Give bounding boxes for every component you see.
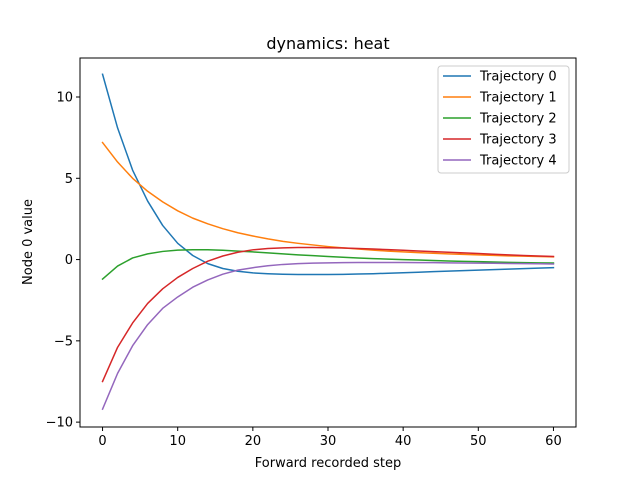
tick-layer: 0 10 20 30 40 50 60 −10 −5 0 5 10 [46,91,562,449]
x-tick-label: 30 [320,434,337,449]
series-line-trajectory-3 [101,246,555,383]
y-tick-label: 10 [56,91,73,106]
series-line-trajectory-2 [101,249,555,281]
y-tick-label: 5 [65,172,73,187]
y-tick-label: −5 [54,334,73,349]
legend-label-trajectory-3: Trajectory 3 [479,133,557,148]
series-layer [101,73,555,411]
y-axis-label: Node 0 value [21,199,36,285]
chart-title: dynamics: heat [266,34,389,53]
x-tick-label: 10 [169,434,186,449]
x-tick-label: 60 [545,434,562,449]
series-line-trajectory-1 [101,141,555,258]
legend-label-trajectory-0: Trajectory 0 [479,70,557,85]
legend-label-trajectory-4: Trajectory 4 [479,154,557,169]
x-tick-label: 0 [98,434,106,449]
x-tick-label: 50 [470,434,487,449]
y-tick-label: 0 [65,253,73,268]
legend-box [437,65,570,174]
legend: Trajectory 0 Trajectory 1 Trajectory 2 Traj… [437,65,570,174]
x-tick-label: 20 [245,434,262,449]
series-line-trajectory-4 [101,261,555,411]
x-axis-label: Forward recorded step [255,456,401,471]
y-tick-label: −10 [46,416,73,431]
legend-label-trajectory-2: Trajectory 2 [479,112,557,127]
legend-label-trajectory-1: Trajectory 1 [479,91,557,106]
series-line-trajectory-0 [101,73,555,276]
x-tick-label: 40 [395,434,412,449]
